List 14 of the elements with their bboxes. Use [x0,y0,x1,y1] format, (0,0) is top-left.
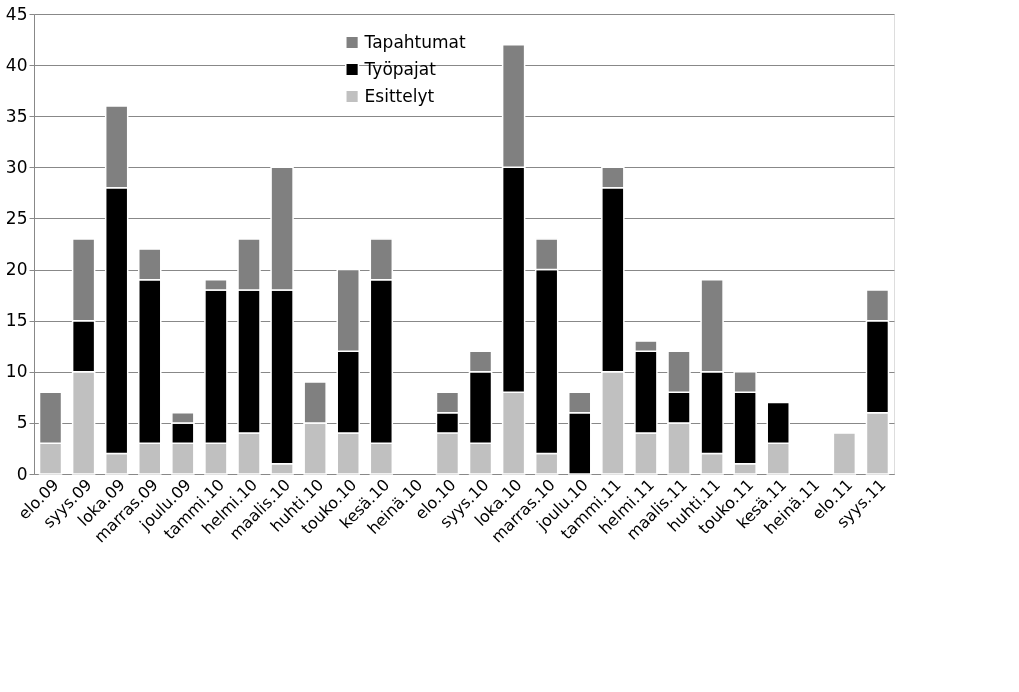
y-tick-label: 20 [5,259,28,280]
y-tick-label: 35 [5,105,28,126]
y-tick-label: 10 [5,361,28,382]
bar [832,432,857,475]
y-tick-label: 30 [5,156,28,177]
y-tick-label: 40 [5,54,28,75]
y-tick-label: 45 [5,3,28,24]
y-tick-label: 0 [16,463,28,484]
y-tick-label: 5 [16,412,28,433]
y-tick-label: 25 [5,207,28,228]
y-tick-label: 15 [5,310,28,331]
legend-label: Työpajat [363,58,437,79]
legend-label: Esittelyt [364,85,435,106]
legend-label: Tapahtumat [363,31,466,52]
